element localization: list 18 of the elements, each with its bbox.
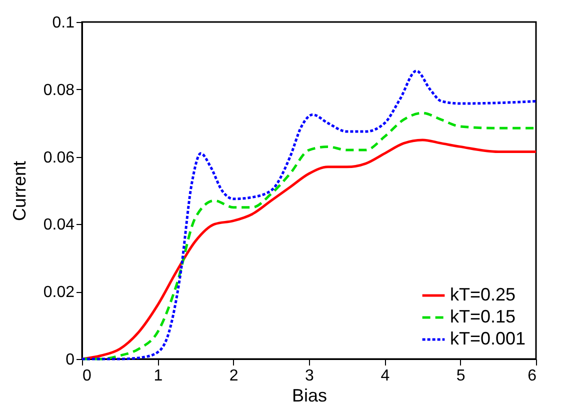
x-tick-label: 4	[380, 368, 390, 384]
legend-label: kT=0.25	[450, 284, 516, 304]
x-tick-label: 5	[456, 368, 466, 384]
x-tick-label: 2	[229, 368, 238, 384]
x-tick-label: 0	[82, 368, 92, 384]
x-tick-label: 6	[528, 368, 537, 384]
x-tick-label: 3	[305, 368, 314, 384]
x-axis-title: Bias	[292, 386, 328, 406]
y-tick-label: 0.08	[43, 82, 75, 99]
y-tick-label: 0.02	[43, 284, 75, 302]
y-tick-label: 0.04	[43, 216, 75, 234]
y-tick-label: 0	[66, 352, 75, 368]
legend-label: kT=0.001	[450, 328, 526, 348]
legend-label: kT=0.15	[450, 306, 516, 326]
y-tick-label: 0.1	[52, 14, 75, 32]
x-tick-label: 1	[154, 368, 163, 384]
y-tick-label: 0.06	[43, 149, 75, 166]
y-axis-title: Current	[9, 160, 30, 222]
